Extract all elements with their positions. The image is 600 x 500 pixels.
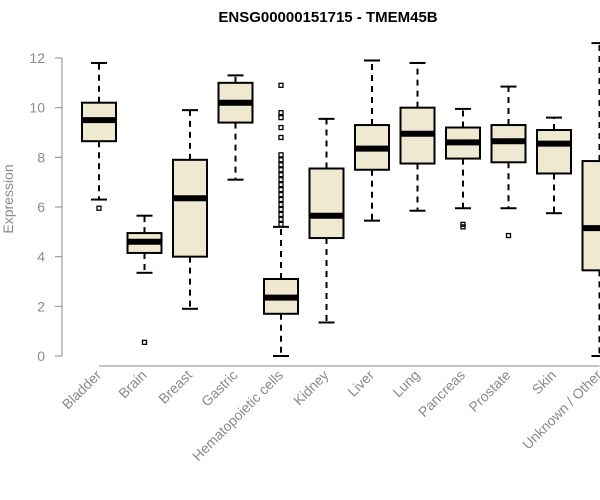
box-group [81, 61, 117, 211]
category-label: Pancreas [415, 367, 468, 420]
boxes [81, 42, 600, 357]
y-tick-label: 4 [37, 249, 45, 265]
outlier-point [278, 167, 284, 173]
outlier-point [460, 221, 466, 228]
outlier-point [278, 152, 284, 158]
y-tick-label: 0 [37, 348, 45, 364]
outlier-point [278, 172, 284, 178]
box-group [490, 85, 527, 239]
box-group [354, 59, 390, 222]
category-label: Breast [155, 367, 195, 407]
box-group [217, 74, 254, 181]
outlier-point [278, 181, 284, 188]
outlier-point [505, 232, 512, 239]
outlier-point [278, 211, 284, 218]
category-label: Brain [115, 367, 149, 401]
chart-title: ENSG00000151715 - TMEM45B [218, 9, 437, 26]
outlier-point [278, 201, 284, 208]
box-group [126, 214, 163, 345]
category-label: Unknown / Other [519, 367, 600, 453]
outlier-point [278, 191, 284, 198]
box-iqr [536, 129, 572, 175]
outlier-point [278, 196, 284, 203]
outlier-point [278, 162, 284, 168]
box-group [536, 116, 572, 215]
category-label: Hematopoietic cells [189, 367, 286, 464]
box-group [308, 117, 345, 324]
axes: 0 2 4 6 8 10 12 [29, 50, 600, 367]
box-group [399, 61, 436, 212]
y-tick-label: 10 [29, 100, 45, 116]
outlier-point [278, 216, 284, 223]
box-group [581, 42, 600, 357]
outlier-point [278, 134, 284, 141]
box-group [172, 109, 208, 310]
box-group [263, 82, 299, 357]
y-tick-label: 2 [37, 298, 45, 314]
category-label: Liver [344, 367, 377, 400]
outlier-point [141, 339, 148, 345]
outlier-point [278, 157, 284, 163]
y-tick-label: 8 [37, 149, 45, 165]
outlier-point [278, 186, 284, 193]
outlier-point [278, 124, 284, 131]
box-iqr [172, 158, 208, 258]
category-label: Bladder [59, 367, 105, 413]
y-tick-label: 12 [29, 50, 45, 66]
y-tick-label: 6 [37, 199, 45, 215]
outlier-point [96, 205, 102, 211]
outlier-point [278, 109, 284, 116]
outlier-point [278, 114, 284, 121]
category-label: Skin [529, 367, 560, 398]
box-group [445, 107, 481, 230]
category-label: Lung [389, 367, 422, 400]
box-iqr [581, 160, 600, 272]
outlier-point [278, 206, 284, 213]
box-iqr [308, 167, 345, 240]
category-label: Kidney [290, 367, 332, 409]
y-axis-label: Expression [0, 164, 16, 233]
outlier-point [278, 221, 284, 228]
category-label: Gastric [198, 367, 241, 410]
outlier-point [278, 177, 284, 183]
outlier-point [278, 82, 284, 88]
category-label: Prostate [465, 367, 513, 415]
